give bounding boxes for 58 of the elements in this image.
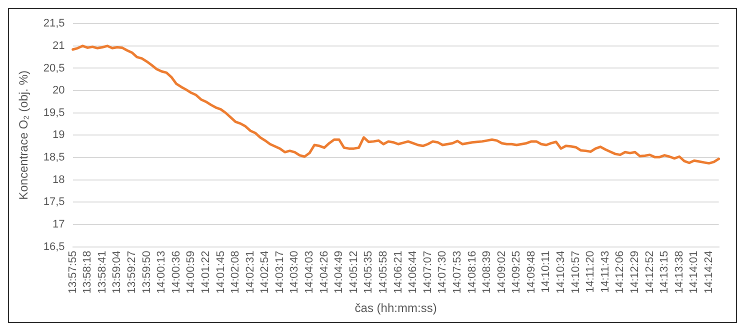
x-tick-label: 13:58:41 <box>96 250 108 294</box>
x-tick-label: 14:12:06 <box>614 250 626 294</box>
x-tick-label: 14:00:36 <box>170 250 182 294</box>
x-tick-label: 14:04:03 <box>304 250 316 294</box>
x-axis-title: čas (hh:mm:ss) <box>354 301 437 316</box>
x-tick-label: 14:06:21 <box>392 250 404 294</box>
x-tick-label: 14:07:53 <box>451 250 464 294</box>
y-tick-label: 17,5 <box>43 196 65 208</box>
frame: čas (hh:mm:ss) Koncentrace O₂ (obj. %) 13:57:55 13:58:18 13:58:41 13:59:04 13:59:27 13:59:50 14:00:13 14:00:36 14:00:59 14:01:22 14:01:45 14:02:08 14:02:31 14:02:54 14:03:17 14:03:40 14:04:03 14:04:26 14:04:49 14:05:12 14:05:35 14:05:58 14:06:21 14:06:44 14:07:07 14:07:30 14:07:53 14:08:16 14:08:39 14:09:02 14:09:25 14:09:48 14:10:11 14:10:34 14:10:57 14:11:20 14:11:43 14:12:06 14:12:29 14:12:52 14:13:15 14:13:38 14:14:01 14:14:24 16,5 17 17,5 18 18,5 19 19,5 20 20,5 21 21,5 <box>8 8 737 323</box>
x-tick-label: 13:58:18 <box>82 250 94 294</box>
x-tick-label: 14:05:12 <box>348 250 360 294</box>
x-tick-label: 14:09:48 <box>525 250 538 294</box>
y-tick-label: 20,5 <box>43 62 65 74</box>
y-tick-label: 21 <box>52 40 65 52</box>
y-tick-label: 18,5 <box>43 152 65 164</box>
x-tick-label: 14:09:02 <box>496 250 508 294</box>
y-tick-label: 19 <box>52 129 65 142</box>
x-tick-label: 14:05:58 <box>378 250 390 294</box>
x-tick-label: 14:12:29 <box>629 250 641 294</box>
x-tick-label: 14:01:22 <box>200 250 212 294</box>
x-tick-label: 14:08:16 <box>466 250 478 294</box>
y-tick-label: 16,5 <box>43 240 65 253</box>
x-tick-label: 14:08:39 <box>481 250 494 294</box>
x-tick-label: 14:10:11 <box>540 250 552 293</box>
x-tick-label: 14:01:45 <box>214 250 227 294</box>
x-tick-label: 14:13:15 <box>658 250 671 294</box>
x-tick-label: 14:12:52 <box>644 250 656 294</box>
y-tick-label: 17 <box>52 218 65 230</box>
x-tick-label: 14:00:59 <box>185 250 198 294</box>
x-tick-label: 14:04:26 <box>318 250 330 294</box>
x-tick-label: 14:02:31 <box>244 250 256 294</box>
x-tick-label: 14:14:24 <box>702 250 715 294</box>
x-tick-label: 14:07:07 <box>422 250 434 294</box>
x-tick-label: 14:06:44 <box>407 250 420 294</box>
x-tick-label: 14:09:25 <box>510 250 523 294</box>
x-tick-label: 14:03:40 <box>288 250 301 294</box>
x-tick-label: 14:13:38 <box>673 250 686 294</box>
x-tick-label: 13:59:04 <box>111 250 124 294</box>
y-tick-label: 20 <box>52 84 65 97</box>
x-tick-label: 14:11:20 <box>584 250 597 293</box>
x-tick-label: 14:00:13 <box>156 250 168 294</box>
x-tick-label: 14:05:35 <box>362 250 375 294</box>
y-tick-label: 21,5 <box>43 18 65 30</box>
x-tick-label: 14:07:30 <box>436 250 449 294</box>
x-tick-label: 13:59:50 <box>140 250 153 294</box>
x-tick-label: 13:59:27 <box>126 250 138 294</box>
x-tick-label: 14:14:01 <box>688 250 700 294</box>
x-tick-label: 14:04:49 <box>333 250 346 294</box>
x-tick-label: 14:10:34 <box>555 250 568 294</box>
x-tick-label: 14:10:57 <box>570 250 582 294</box>
y-axis-title: Koncentrace O₂ (obj. %) <box>16 70 31 200</box>
x-tick-label: 14:02:08 <box>230 250 242 294</box>
y-tick-label: 18 <box>52 174 65 186</box>
x-tick-label: 13:57:55 <box>66 250 79 294</box>
y-tick-label: 19,5 <box>43 106 65 119</box>
x-tick-label: 14:02:54 <box>259 250 272 294</box>
x-tick-label: 14:11:43 <box>599 250 612 293</box>
x-tick-label: 14:03:17 <box>274 250 286 294</box>
